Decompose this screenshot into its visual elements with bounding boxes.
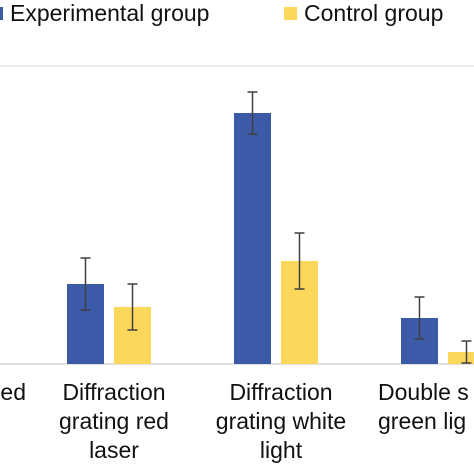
error-bar — [461, 340, 472, 364]
x-tick-label: Diffraction grating red laser — [59, 379, 169, 463]
bar — [448, 352, 474, 364]
error-bar — [414, 296, 425, 340]
x-tick-label: Diffraction grating white light — [216, 379, 346, 463]
legend-swatch — [284, 7, 297, 20]
bar — [234, 113, 271, 364]
error-bar — [247, 91, 258, 135]
error-bar — [127, 283, 138, 331]
legend-label: Control group — [304, 0, 443, 26]
x-tick-label: Double s green lig — [378, 379, 469, 434]
x-tick-label: ed — [0, 379, 26, 405]
error-bar — [294, 232, 305, 290]
error-bar — [80, 257, 91, 311]
legend-label: Experimental group — [10, 0, 209, 26]
legend-swatch — [0, 7, 3, 20]
